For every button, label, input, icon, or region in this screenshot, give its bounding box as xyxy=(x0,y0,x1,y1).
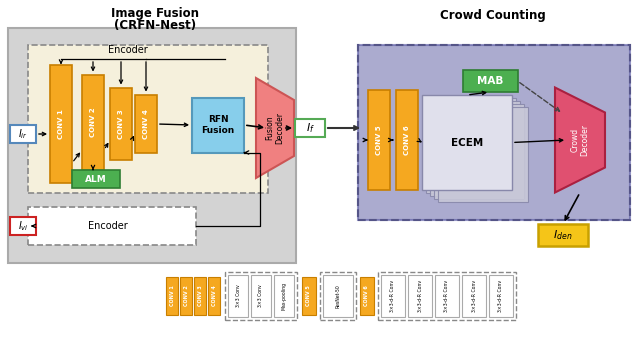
Bar xyxy=(430,101,520,196)
Bar xyxy=(72,170,120,188)
Bar xyxy=(302,277,316,315)
Text: Fusion
Decoder: Fusion Decoder xyxy=(266,112,285,144)
Text: 3×3-d-R Conv: 3×3-d-R Conv xyxy=(499,280,504,312)
Bar xyxy=(28,45,268,193)
Bar xyxy=(82,75,104,170)
Bar xyxy=(438,107,528,202)
Bar xyxy=(180,277,192,315)
Bar xyxy=(381,275,405,317)
Bar xyxy=(408,275,432,317)
Bar xyxy=(10,125,36,143)
Bar xyxy=(192,97,244,152)
Text: RFN
Fusion: RFN Fusion xyxy=(202,115,235,135)
Bar xyxy=(489,275,513,317)
Text: CONV 2: CONV 2 xyxy=(184,286,189,306)
Text: CONV 1: CONV 1 xyxy=(58,109,64,139)
Text: 3×3 Conv: 3×3 Conv xyxy=(236,285,241,307)
Text: Max-pooling: Max-pooling xyxy=(282,282,287,310)
Bar xyxy=(251,275,271,317)
Bar xyxy=(360,277,374,315)
Text: (CRFN-Nest): (CRFN-Nest) xyxy=(114,19,196,31)
Bar xyxy=(295,119,325,137)
Text: CONV 4: CONV 4 xyxy=(211,286,216,306)
Text: $I_{ir}$: $I_{ir}$ xyxy=(18,127,28,141)
Text: ALM: ALM xyxy=(85,174,107,184)
Text: CONV 5: CONV 5 xyxy=(376,125,382,155)
Text: CONV 1: CONV 1 xyxy=(170,286,175,306)
Text: ResNet-50: ResNet-50 xyxy=(335,284,340,308)
Bar xyxy=(462,275,486,317)
Text: Image Fusion: Image Fusion xyxy=(111,6,199,20)
Text: CONV 5: CONV 5 xyxy=(307,286,312,306)
Text: 3×3-d-R Conv: 3×3-d-R Conv xyxy=(445,280,449,312)
Text: CONV 3: CONV 3 xyxy=(118,109,124,139)
Text: Crowd
Decoder: Crowd Decoder xyxy=(570,124,589,156)
Text: 3×3-d-R Conv: 3×3-d-R Conv xyxy=(472,280,477,312)
Bar xyxy=(358,45,630,220)
Text: CONV 2: CONV 2 xyxy=(90,108,96,137)
Bar xyxy=(50,65,72,183)
Text: Encoder: Encoder xyxy=(108,45,148,55)
Text: $I_{den}$: $I_{den}$ xyxy=(554,228,573,242)
Polygon shape xyxy=(256,78,294,178)
Text: ECEM: ECEM xyxy=(451,138,483,147)
Bar xyxy=(274,275,294,317)
Bar xyxy=(28,207,196,245)
Text: 3×3-d-R Conv: 3×3-d-R Conv xyxy=(390,280,396,312)
Bar xyxy=(208,277,220,315)
Bar xyxy=(435,275,459,317)
Bar xyxy=(8,28,296,263)
Bar xyxy=(194,277,206,315)
Text: $I_f$: $I_f$ xyxy=(305,121,314,135)
Bar xyxy=(422,95,512,190)
Bar xyxy=(368,90,390,190)
Bar xyxy=(10,217,36,235)
Text: 3×3 Conv: 3×3 Conv xyxy=(259,285,264,307)
Bar xyxy=(320,272,356,320)
Polygon shape xyxy=(555,88,605,193)
Bar xyxy=(228,275,248,317)
Text: 3×3-d-R Conv: 3×3-d-R Conv xyxy=(417,280,422,312)
Bar xyxy=(135,95,157,153)
Bar xyxy=(166,277,178,315)
Bar xyxy=(358,45,630,220)
Bar xyxy=(110,88,132,160)
Text: CONV 6: CONV 6 xyxy=(365,286,369,306)
Text: Crowd Counting: Crowd Counting xyxy=(440,9,546,23)
Text: $I_{vi}$: $I_{vi}$ xyxy=(18,219,28,233)
Bar xyxy=(538,224,588,246)
Bar xyxy=(396,90,418,190)
Bar xyxy=(225,272,297,320)
Bar xyxy=(434,104,524,199)
Bar xyxy=(463,70,518,92)
Bar xyxy=(323,275,353,317)
Text: MAB: MAB xyxy=(477,76,503,86)
Text: CONV 6: CONV 6 xyxy=(404,125,410,155)
Text: Encoder: Encoder xyxy=(88,221,128,231)
Bar xyxy=(426,98,516,193)
Text: CONV 3: CONV 3 xyxy=(198,286,202,306)
Text: CONV 4: CONV 4 xyxy=(143,109,149,139)
Bar xyxy=(378,272,516,320)
